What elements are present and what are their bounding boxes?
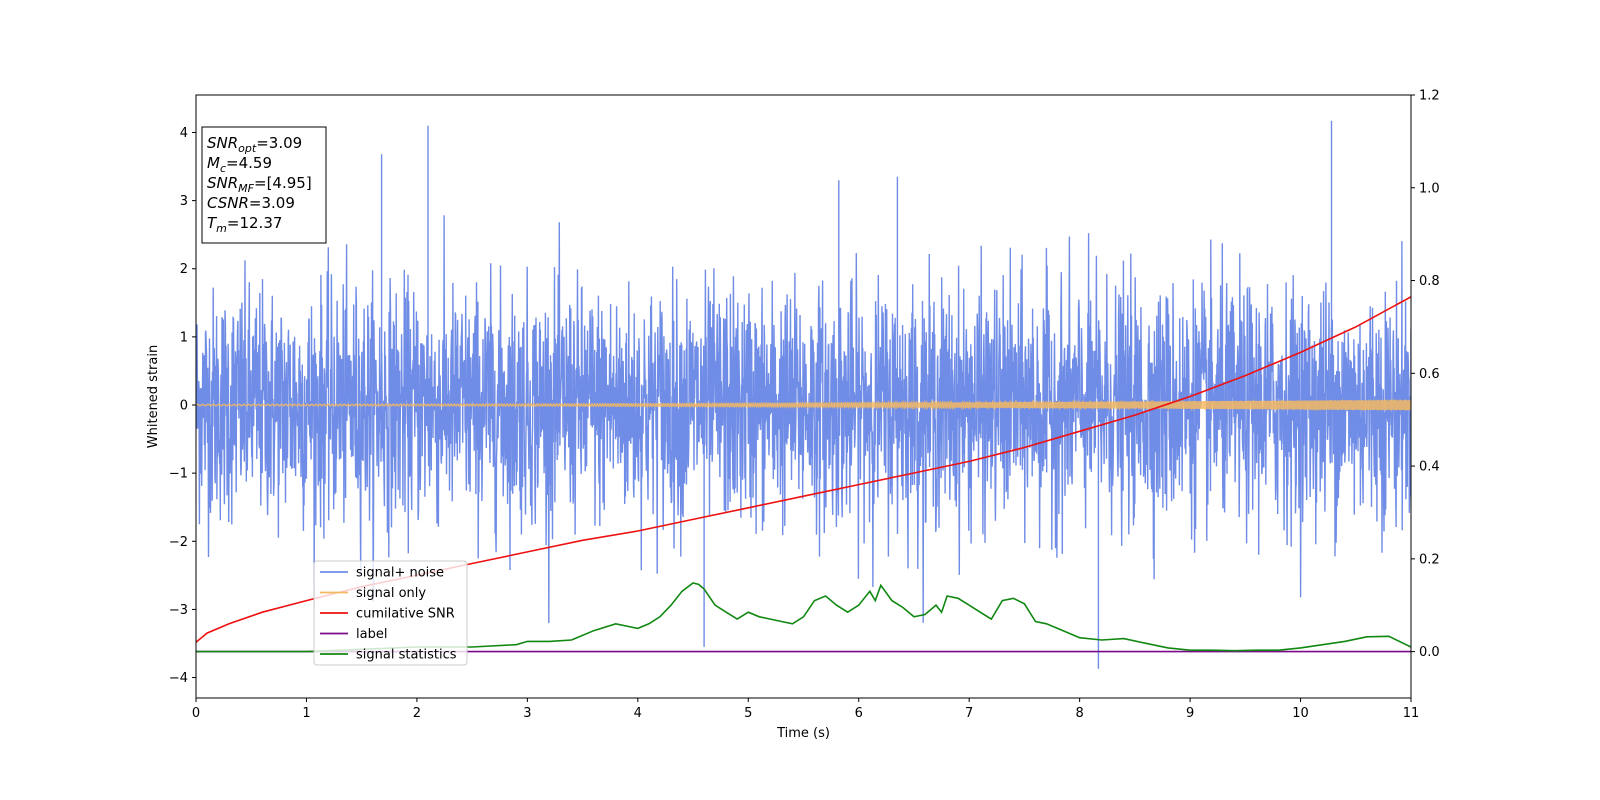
x-axis-label: Time (s)	[776, 726, 830, 741]
legend-entry-label: signal statistics	[356, 648, 457, 663]
legend-entry-label: signal only	[356, 586, 426, 601]
x-tick-label: 2	[413, 706, 421, 721]
stats-box-frame	[201, 126, 327, 244]
series-signal-only-line	[196, 398, 1411, 412]
y-tick-label: −2	[169, 535, 188, 550]
y2-tick-label: 0.2	[1419, 552, 1440, 567]
y-tick-label: −4	[169, 671, 188, 686]
y2-tick-label: 1.0	[1419, 181, 1440, 196]
y-tick-label: 3	[180, 194, 188, 209]
stats-annotation-line: SNRopt=3.09	[207, 134, 302, 155]
stats-annotation-line: SNRMF=[4.95]	[207, 174, 312, 195]
y2-tick-label: 0.6	[1419, 367, 1440, 382]
y-tick-label: 4	[180, 126, 188, 141]
series-signal-noise-line	[196, 120, 1411, 669]
x-tick-label: 4	[634, 706, 642, 721]
y2-tick-label: 0.8	[1419, 274, 1440, 289]
x-tick-label: 3	[523, 706, 531, 721]
x-tick-label: 5	[744, 706, 752, 721]
x-tick-label: 11	[1403, 706, 1420, 721]
y-axis-label: Whitened strain	[146, 345, 161, 448]
x-tick-label: 10	[1292, 706, 1309, 721]
x-tick-label: 8	[1075, 706, 1083, 721]
y-tick-label: −1	[169, 467, 188, 482]
y2-tick-label: 0.4	[1419, 460, 1440, 475]
x-tick-label: 0	[192, 706, 200, 721]
y-tick-label: 1	[180, 330, 188, 345]
stats-annotation-line: Tm=12.37	[207, 214, 282, 235]
series-signal-statistics-line	[196, 582, 1411, 653]
axes-frame	[195, 94, 1412, 699]
stats-annotation-line: CSNR=3.09	[207, 194, 295, 212]
x-axis: 0 1 2 3 4 5 6 7 8 9 10 11	[192, 698, 1419, 721]
y-tick-label: 2	[180, 262, 188, 277]
x-tick-label: 7	[965, 706, 973, 721]
y2-tick-label: 0.0	[1419, 645, 1440, 660]
y2-tick-label: 1.2	[1419, 89, 1440, 104]
y-tick-label: 0	[180, 399, 188, 414]
y-axis-left: −4 −3 −2 −1 0 1 2 3 4	[169, 126, 196, 686]
legend-frame	[313, 560, 468, 666]
series-cumulative-snr-line	[196, 296, 1411, 643]
y-tick-label: −3	[169, 603, 188, 618]
plot-frame	[195, 94, 1412, 699]
legend-entry-label: label	[356, 627, 387, 642]
stats-annotation-line: Mc=4.59	[207, 154, 272, 175]
legend: signal+ noise signal only cumilative SNR la…	[313, 560, 468, 666]
x-tick-label: 9	[1186, 706, 1194, 721]
x-tick-label: 1	[302, 706, 310, 721]
plot-content	[196, 120, 1411, 669]
legend-entry-label: cumilative SNR	[356, 607, 455, 622]
legend-entry-label: signal+ noise	[356, 566, 444, 581]
y-axis-right: 0.0 0.2 0.4 0.6 0.8 1.0 1.2	[1411, 89, 1440, 660]
x-tick-label: 6	[855, 706, 863, 721]
